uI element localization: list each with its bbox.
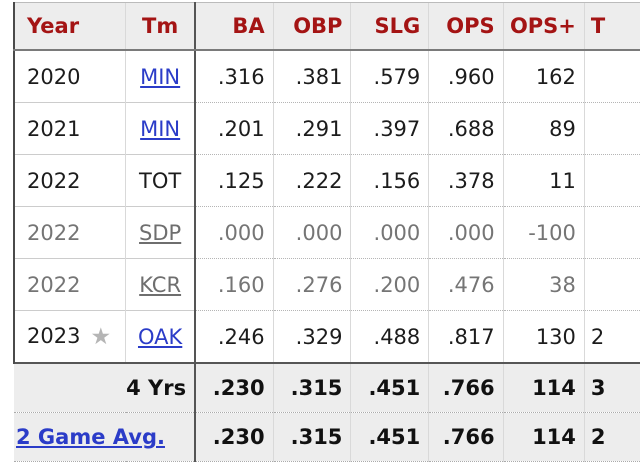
- obp-value: .381: [272, 50, 351, 103]
- year-cell: 2022: [13, 206, 126, 259]
- team-cell: KCR: [125, 258, 196, 311]
- table-row-2020: 2020 MIN .316 .381 .579 .960 162: [13, 50, 640, 103]
- opsplus-value: -100: [502, 206, 585, 259]
- ba-value: .201: [194, 102, 274, 155]
- obp-value: .291: [272, 102, 351, 155]
- table-row-2022-sdp: 2022 SDP .000 .000 .000 .000 -100: [13, 206, 640, 259]
- team-link[interactable]: MIN: [140, 64, 181, 89]
- opsplus-value: 38: [502, 258, 585, 311]
- clipped-value: [583, 258, 640, 311]
- opsplus-value: 130: [502, 310, 585, 363]
- team-cell: SDP: [125, 206, 196, 259]
- team-cell: MIN: [125, 102, 196, 155]
- team-cell: MIN: [125, 50, 196, 103]
- opsplus-value: 162: [502, 50, 585, 103]
- slg-value: .451: [350, 362, 429, 413]
- ops-value: .378: [428, 154, 504, 207]
- footer-row-career: 4 Yrs .230 .315 .451 .766 114 3: [14, 362, 640, 413]
- clipped-value: [583, 154, 640, 207]
- slg-value: .200: [350, 258, 429, 311]
- team-link[interactable]: KCR: [139, 272, 182, 297]
- clipped-value: 2: [583, 412, 640, 462]
- year-value: 2022: [27, 272, 81, 297]
- team-link[interactable]: MIN: [140, 116, 181, 141]
- table-row-2023: 2023 ★ OAK .246 .329 .488 .817 130 2: [13, 310, 640, 363]
- opsplus-value: 89: [502, 102, 585, 155]
- obp-value: .329: [272, 310, 351, 363]
- opsplus-value: 114: [502, 362, 585, 413]
- career-totals-label: 4 Yrs: [14, 362, 196, 413]
- all-star-icon: ★: [90, 323, 112, 350]
- col-header-opsplus[interactable]: OPS+: [502, 2, 585, 51]
- ba-value: .246: [194, 310, 274, 363]
- obp-value: .222: [272, 154, 351, 207]
- year-value: 2022: [27, 168, 81, 193]
- year-cell: 2023 ★: [13, 310, 126, 363]
- slg-value: .156: [350, 154, 429, 207]
- obp-value: .315: [272, 362, 351, 413]
- year-cell: 2022: [13, 154, 126, 207]
- clipped-value: [583, 102, 640, 155]
- table-row-2021: 2021 MIN .201 .291 .397 .688 89: [13, 102, 640, 155]
- opsplus-value: 114: [502, 412, 585, 462]
- opsplus-value: 11: [502, 154, 585, 207]
- clipped-value: [583, 50, 640, 103]
- ba-value: .000: [194, 206, 274, 259]
- slg-value: .579: [350, 50, 429, 103]
- table-header: Year Tm BA OBP SLG OPS OPS+ T: [13, 2, 640, 51]
- col-header-tm[interactable]: Tm: [125, 2, 196, 51]
- year-cell: 2021: [13, 102, 126, 155]
- col-header-slg[interactable]: SLG: [350, 2, 429, 51]
- header-row: Year Tm BA OBP SLG OPS OPS+ T: [13, 2, 640, 51]
- clipped-value: 3: [583, 362, 640, 413]
- slg-value: .488: [350, 310, 429, 363]
- team-cell: TOT: [125, 154, 196, 207]
- ops-value: .476: [428, 258, 504, 311]
- footer-row-game-avg: 2 Game Avg. .230 .315 .451 .766 114 2: [14, 412, 640, 462]
- batting-stats-table: Year Tm BA OBP SLG OPS OPS+ T 2020 MIN .…: [13, 2, 640, 462]
- obp-value: .315: [272, 412, 351, 462]
- ba-value: .125: [194, 154, 274, 207]
- year-cell: 2020: [13, 50, 126, 103]
- table-row-2022-tot: 2022 TOT .125 .222 .156 .378 11: [13, 154, 640, 207]
- slg-value: .397: [350, 102, 429, 155]
- table-footer: 4 Yrs .230 .315 .451 .766 114 3 2 Game A…: [14, 362, 640, 462]
- clipped-value: [583, 206, 640, 259]
- team-cell: OAK: [125, 310, 196, 363]
- obp-value: .276: [272, 258, 351, 311]
- year-value: 2023: [27, 323, 81, 348]
- ba-value: .316: [194, 50, 274, 103]
- slg-value: .000: [350, 206, 429, 259]
- year-value: 2021: [27, 116, 81, 141]
- year-cell: 2022: [13, 258, 126, 311]
- game-avg-link[interactable]: 2 Game Avg.: [16, 425, 165, 449]
- col-header-ops[interactable]: OPS: [428, 2, 504, 51]
- ops-value: .817: [428, 310, 504, 363]
- team-total-label: TOT: [139, 168, 182, 193]
- table-row-2022-kcr: 2022 KCR .160 .276 .200 .476 38: [13, 258, 640, 311]
- col-header-clipped[interactable]: T: [583, 2, 640, 51]
- team-link[interactable]: SDP: [139, 220, 182, 245]
- ba-value: .230: [194, 412, 274, 462]
- ba-value: .230: [194, 362, 274, 413]
- ops-value: .000: [428, 206, 504, 259]
- ops-value: .960: [428, 50, 504, 103]
- table-body: 2020 MIN .316 .381 .579 .960 162 2021 MI…: [13, 50, 640, 363]
- slg-value: .451: [350, 412, 429, 462]
- clipped-value: 2: [583, 310, 640, 363]
- ops-value: .766: [428, 362, 504, 413]
- year-value: 2022: [27, 220, 81, 245]
- ops-value: .766: [428, 412, 504, 462]
- obp-value: .000: [272, 206, 351, 259]
- col-header-ba[interactable]: BA: [194, 2, 274, 51]
- game-avg-cell: 2 Game Avg.: [14, 412, 196, 462]
- ba-value: .160: [194, 258, 274, 311]
- year-value: 2020: [27, 64, 81, 89]
- col-header-year[interactable]: Year: [13, 2, 126, 51]
- col-header-obp[interactable]: OBP: [272, 2, 351, 51]
- ops-value: .688: [428, 102, 504, 155]
- team-link[interactable]: OAK: [137, 324, 183, 349]
